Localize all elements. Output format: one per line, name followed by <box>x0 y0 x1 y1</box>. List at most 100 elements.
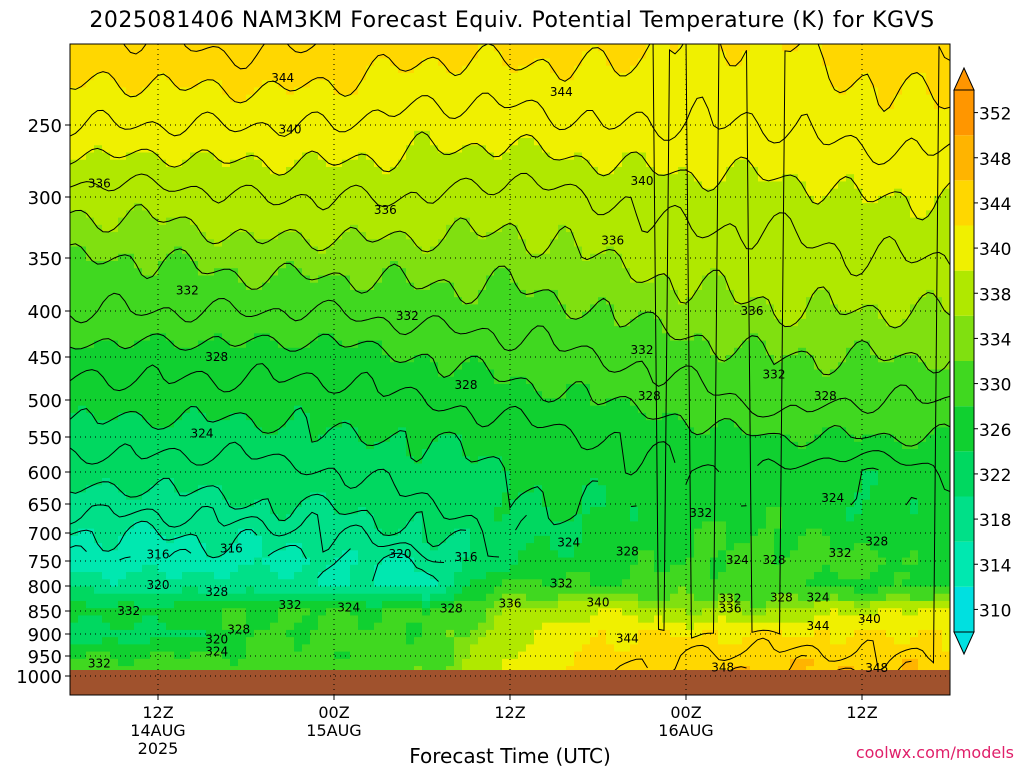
heat-cell <box>478 138 487 146</box>
heat-cell <box>174 246 183 255</box>
heat-cell <box>470 376 479 385</box>
heat-cell <box>486 579 495 588</box>
heat-cell <box>230 658 239 667</box>
heat-cell <box>182 600 191 609</box>
heat-cell <box>454 658 463 667</box>
heat-cell <box>230 528 239 537</box>
heat-cell <box>270 87 279 96</box>
heat-cell <box>182 318 191 327</box>
heat-cell <box>94 326 103 334</box>
heat-cell <box>510 44 519 52</box>
heat-cell <box>222 340 231 349</box>
heat-cell <box>118 615 127 624</box>
heat-cell <box>470 644 479 653</box>
heat-cell <box>414 195 423 204</box>
heat-cell <box>462 297 471 305</box>
heat-cell <box>414 58 423 67</box>
heat-cell <box>310 485 319 494</box>
heat-cell <box>206 275 215 284</box>
heat-cell <box>230 297 239 305</box>
heat-cell <box>430 478 439 486</box>
heat-cell <box>174 535 183 544</box>
heat-cell <box>94 449 103 457</box>
heat-cell <box>310 564 319 573</box>
heat-cell <box>118 449 127 457</box>
heat-cell <box>478 557 487 566</box>
heat-cell <box>302 116 311 125</box>
heat-cell <box>94 615 103 624</box>
heat-cell <box>398 478 407 486</box>
heat-cell <box>70 579 79 588</box>
heat-cell <box>278 210 287 219</box>
heat-cell <box>158 550 167 559</box>
heat-cell <box>414 398 423 407</box>
heat-cell <box>214 340 223 349</box>
heat-cell <box>118 600 127 609</box>
heat-cell <box>334 557 343 566</box>
heat-cell <box>350 398 359 407</box>
heat-cell <box>134 485 143 494</box>
heat-cell <box>94 506 103 515</box>
heat-cell <box>318 268 327 277</box>
heat-cell <box>126 297 135 305</box>
heat-cell <box>270 485 279 494</box>
heat-cell <box>486 535 495 544</box>
heat-cell <box>398 72 407 81</box>
heat-cell <box>118 579 127 588</box>
heat-cell <box>270 644 279 653</box>
heat-cell <box>222 174 231 183</box>
heat-cell <box>406 572 415 580</box>
heat-cell <box>374 405 383 414</box>
heat-cell <box>374 441 383 450</box>
heat-cell <box>94 58 103 67</box>
heat-cell <box>342 535 351 544</box>
heat-cell <box>206 449 215 457</box>
heat-cell <box>302 506 311 515</box>
heat-cell <box>334 311 343 320</box>
heat-cell <box>470 608 479 617</box>
heat-cell <box>350 608 359 617</box>
heat-cell <box>94 51 103 60</box>
heat-cell <box>342 210 351 219</box>
heat-cell <box>126 44 135 52</box>
heat-cell <box>278 376 287 385</box>
heat-cell <box>110 514 119 522</box>
heat-cell <box>430 152 439 161</box>
heat-cell <box>190 463 199 472</box>
heat-cell <box>366 376 375 385</box>
heat-cell <box>214 355 223 363</box>
heat-cell <box>270 297 279 305</box>
heat-cell <box>134 239 143 248</box>
heat-cell <box>350 485 359 494</box>
heat-cell <box>334 369 343 378</box>
heat-cell <box>310 195 319 204</box>
heat-cell <box>302 579 311 588</box>
heat-cell <box>406 514 415 522</box>
heat-cell <box>142 514 151 522</box>
heat-cell <box>134 622 143 631</box>
heat-cell <box>502 333 511 342</box>
heat-cell <box>182 362 191 371</box>
heat-cell <box>262 405 271 414</box>
heat-cell <box>94 355 103 363</box>
heat-cell <box>414 644 423 653</box>
heat-cell <box>246 398 255 407</box>
heat-cell <box>454 391 463 400</box>
heat-cell <box>254 232 263 240</box>
heat-cell <box>238 145 247 154</box>
heat-cell <box>246 550 255 559</box>
heat-cell <box>302 217 311 226</box>
heat-cell <box>118 557 127 566</box>
heat-cell <box>366 608 375 617</box>
heat-cell <box>102 362 111 371</box>
heat-cell <box>190 94 199 103</box>
heat-cell <box>86 441 95 450</box>
heat-cell <box>510 58 519 67</box>
heat-cell <box>206 644 215 653</box>
heat-cell <box>502 94 511 103</box>
heat-cell <box>270 492 279 501</box>
heat-cell <box>510 109 519 117</box>
heat-cell <box>350 101 359 110</box>
heat-cell <box>446 138 455 146</box>
heat-cell <box>110 579 119 588</box>
